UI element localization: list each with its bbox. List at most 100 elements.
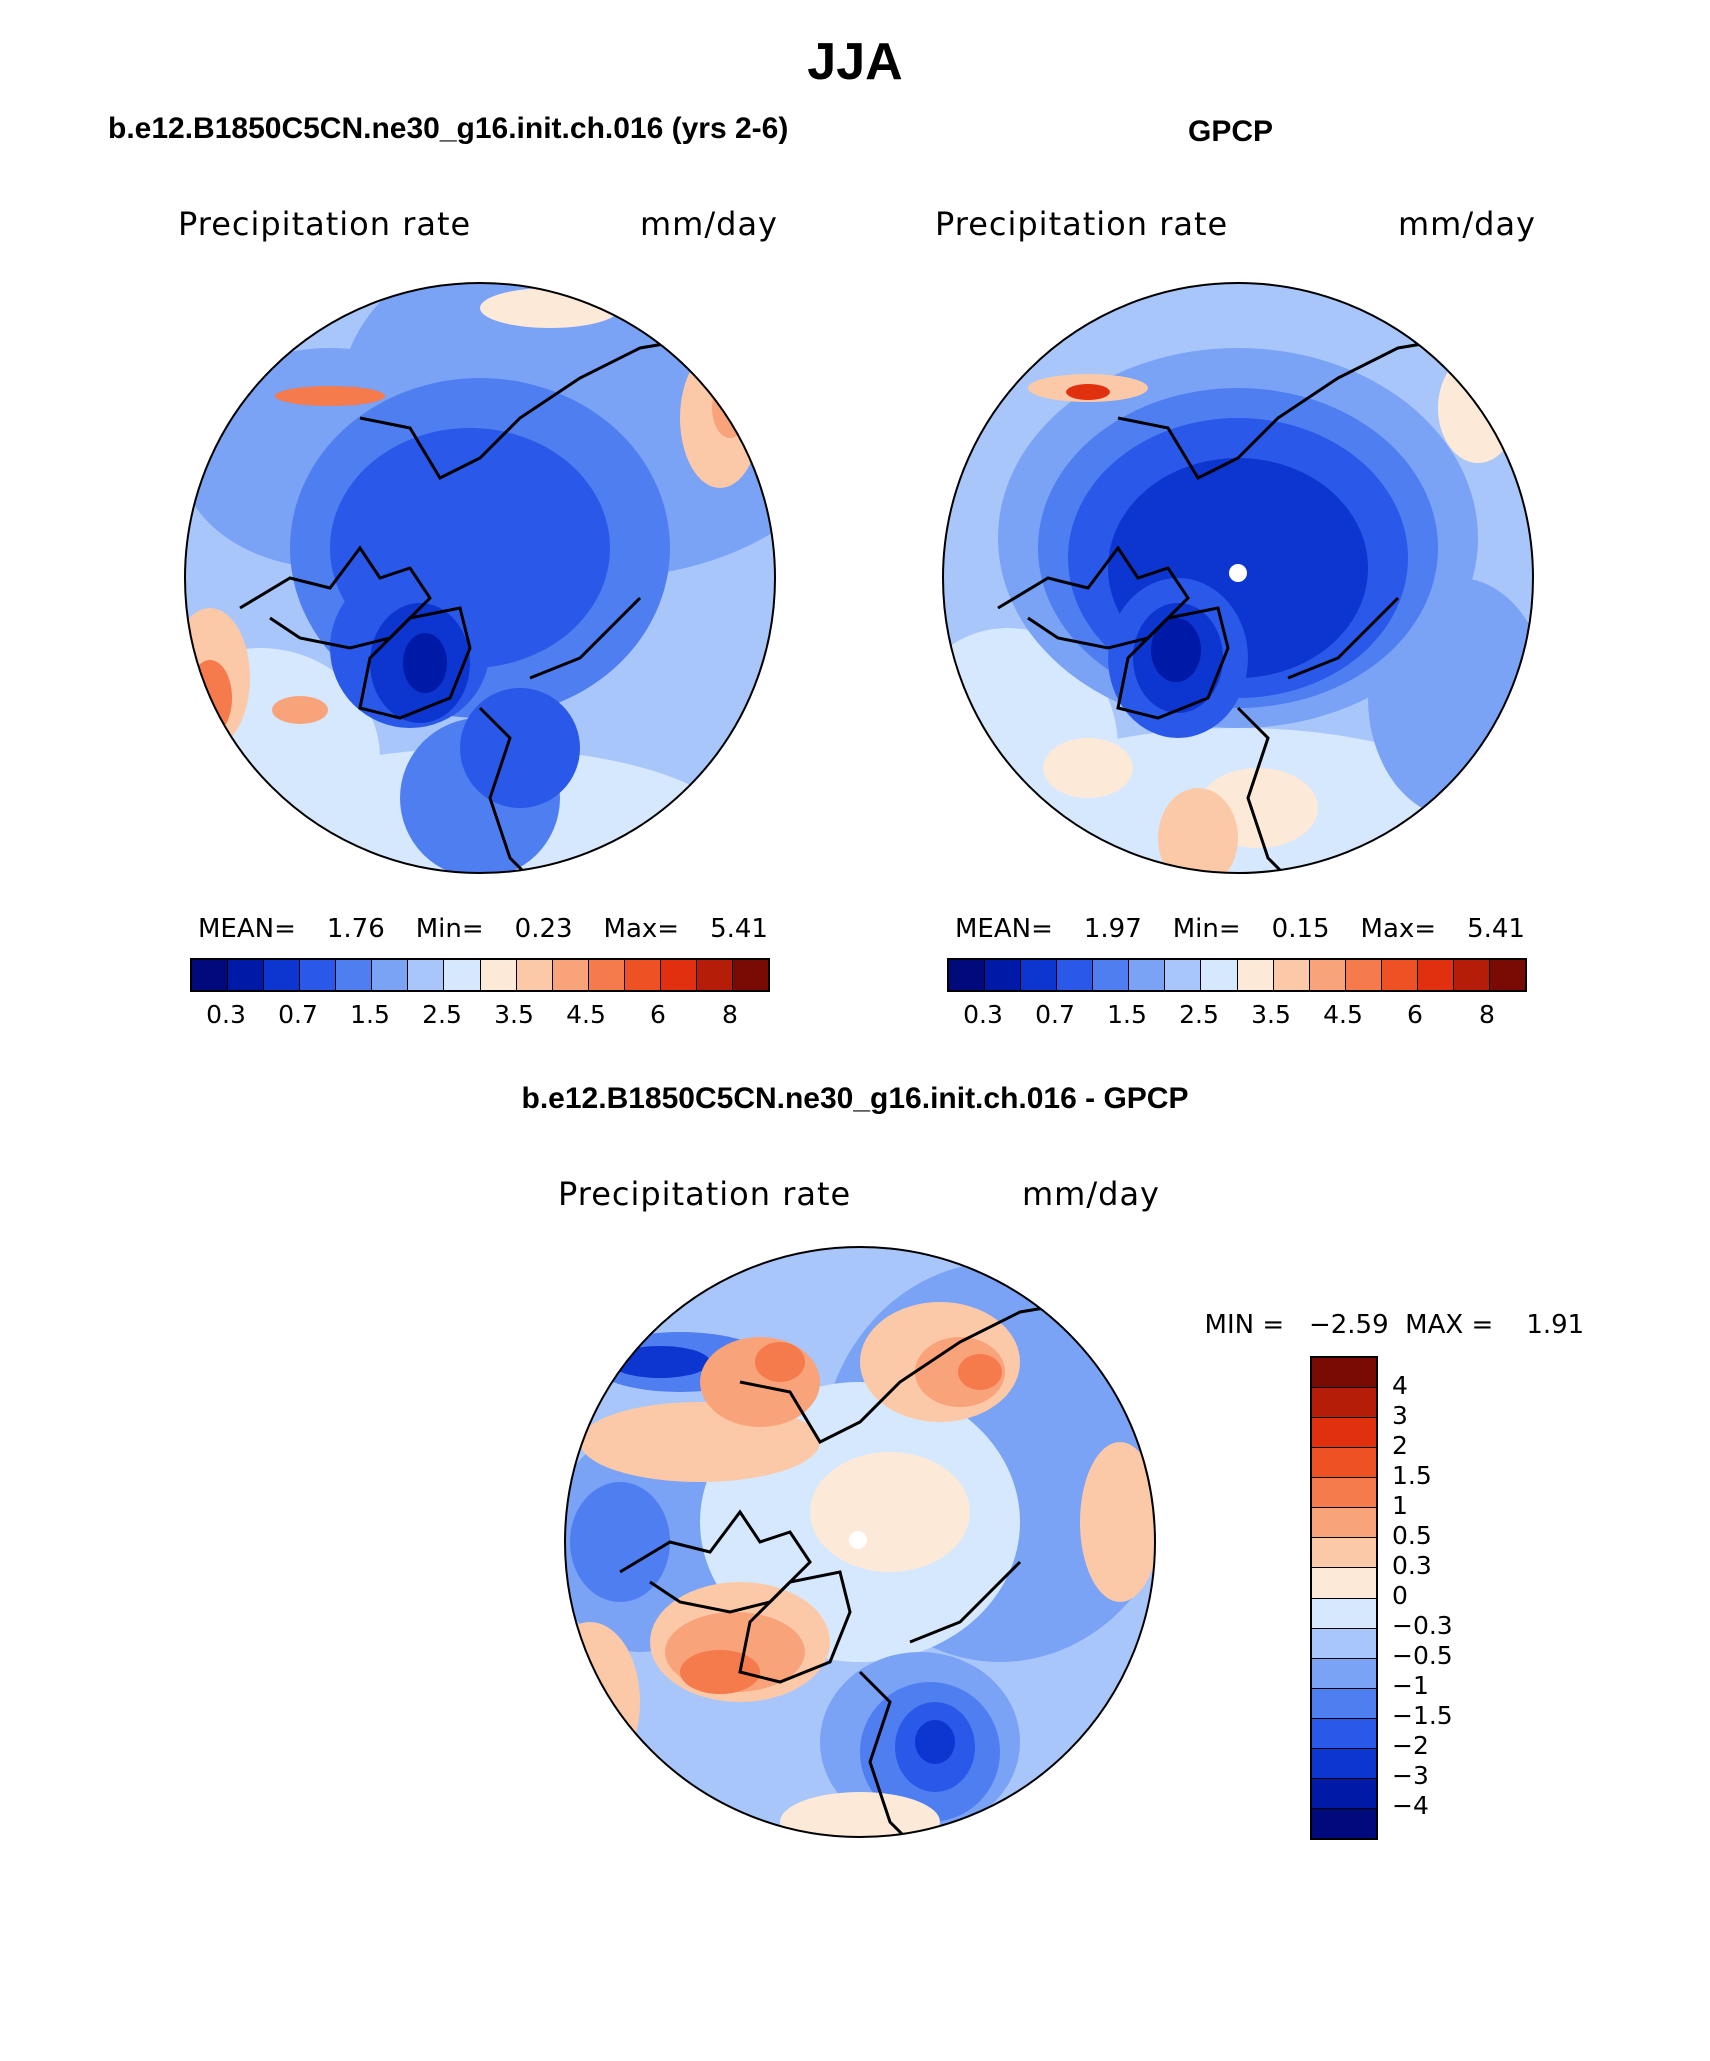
colorbar-tick-label: 3.5 bbox=[1251, 1000, 1291, 1029]
colorbar-tick-label: 3.5 bbox=[494, 1000, 534, 1029]
panel-3-variable-label: Precipitation rate bbox=[558, 1175, 852, 1213]
colorbar-swatch bbox=[444, 960, 481, 990]
colorbar-swatch bbox=[1312, 1478, 1376, 1509]
colorbar-tick-label: −0.5 bbox=[1392, 1641, 1453, 1670]
colorbar-tick-label: −1 bbox=[1392, 1671, 1429, 1700]
panel-1-stats: MEAN= 1.76 Min= 0.23 Max= 5.41 bbox=[198, 914, 768, 944]
colorbar-tick-label: 0 bbox=[1392, 1581, 1408, 1610]
panel-1-max-label: Max= bbox=[603, 914, 680, 944]
colorbar-swatch bbox=[1021, 960, 1058, 990]
panel-3-max-value: 1.91 bbox=[1526, 1310, 1585, 1340]
colorbar-swatch bbox=[696, 960, 733, 990]
colorbar-tick-label: 1.5 bbox=[1392, 1461, 1432, 1490]
colorbar-swatch bbox=[949, 960, 986, 990]
panel-3-min-value: −2.59 bbox=[1308, 1310, 1389, 1340]
colorbar-swatch bbox=[1312, 1418, 1376, 1449]
colorbar-tick-label: 0.7 bbox=[278, 1000, 318, 1029]
panel-1-colorbar-ticks: 0.3 0.7 1.5 2.5 3.5 4.5 6 8 bbox=[190, 1000, 770, 1030]
colorbar-tick-label: 8 bbox=[1479, 1000, 1495, 1029]
panel-1-polar-map bbox=[184, 282, 776, 874]
panel-2-polar-map bbox=[942, 282, 1534, 874]
colorbar-swatch bbox=[1165, 960, 1202, 990]
colorbar-swatch bbox=[1312, 1628, 1376, 1659]
colorbar-swatch bbox=[985, 960, 1022, 990]
colorbar-swatch bbox=[372, 960, 409, 990]
panel-2-min-value: 0.15 bbox=[1271, 914, 1330, 944]
colorbar-swatch bbox=[1312, 1358, 1376, 1389]
panel-3-colorbar bbox=[1310, 1356, 1378, 1840]
colorbar-tick-label: 0.3 bbox=[963, 1000, 1003, 1029]
colorbar-swatch bbox=[1312, 1538, 1376, 1569]
colorbar-swatch bbox=[1057, 960, 1094, 990]
panel-2-colorbar-ticks: 0.3 0.7 1.5 2.5 3.5 4.5 6 8 bbox=[947, 1000, 1527, 1030]
colorbar-tick-label: 1 bbox=[1392, 1491, 1408, 1520]
colorbar-swatch bbox=[1237, 960, 1274, 990]
colorbar-tick-label: 6 bbox=[650, 1000, 666, 1029]
panel-1-min-label: Min= bbox=[415, 914, 484, 944]
colorbar-swatch bbox=[1309, 960, 1346, 990]
panel-3-colorbar-ticks: 4 3 2 1.5 1 0.5 0.3 0 −0.3 −0.5 −1 −1.5 −2 −3 −4 bbox=[1392, 1356, 1482, 1836]
colorbar-swatch bbox=[1312, 1778, 1376, 1809]
colorbar-swatch bbox=[336, 960, 373, 990]
colorbar-tick-label: 3 bbox=[1392, 1401, 1408, 1430]
colorbar-swatch bbox=[1417, 960, 1454, 990]
panel-2-variable-label: Precipitation rate bbox=[935, 205, 1229, 243]
panel-3-units-label: mm/day bbox=[1022, 1175, 1160, 1213]
colorbar-tick-label: 0.7 bbox=[1035, 1000, 1075, 1029]
colorbar-swatch bbox=[300, 960, 337, 990]
colorbar-tick-label: 0.3 bbox=[206, 1000, 246, 1029]
colorbar-tick-label: 8 bbox=[722, 1000, 738, 1029]
colorbar-swatch bbox=[192, 960, 229, 990]
colorbar-swatch bbox=[1312, 1718, 1376, 1749]
panel-1-colorbar bbox=[190, 958, 770, 992]
colorbar-tick-label: 4 bbox=[1392, 1371, 1408, 1400]
colorbar-swatch bbox=[1381, 960, 1418, 990]
colorbar-swatch bbox=[1093, 960, 1130, 990]
colorbar-swatch bbox=[1312, 1508, 1376, 1539]
panel-1-mean-value: 1.76 bbox=[326, 914, 385, 944]
colorbar-swatch bbox=[228, 960, 265, 990]
colorbar-tick-label: 1.5 bbox=[1107, 1000, 1147, 1029]
colorbar-tick-label: 2.5 bbox=[422, 1000, 462, 1029]
colorbar-swatch bbox=[516, 960, 553, 990]
colorbar-tick-label: −2 bbox=[1392, 1731, 1429, 1760]
colorbar-tick-label: 6 bbox=[1407, 1000, 1423, 1029]
colorbar-swatch bbox=[1312, 1658, 1376, 1689]
figure-title: JJA bbox=[807, 33, 903, 91]
colorbar-swatch bbox=[1312, 1598, 1376, 1629]
colorbar-swatch bbox=[1312, 1688, 1376, 1719]
colorbar-tick-label: −3 bbox=[1392, 1761, 1429, 1790]
colorbar-swatch bbox=[480, 960, 517, 990]
panel-2-min-label: Min= bbox=[1172, 914, 1241, 944]
colorbar-swatch bbox=[732, 960, 768, 990]
panel-2-mean-value: 1.97 bbox=[1083, 914, 1142, 944]
colorbar-tick-label: 2 bbox=[1392, 1431, 1408, 1460]
colorbar-swatch bbox=[1312, 1388, 1376, 1419]
panel-2-units-label: mm/day bbox=[1398, 205, 1536, 243]
panel-3-case-title: b.e12.B1850C5CN.ne30_g16.init.ch.016 - G… bbox=[521, 1082, 1189, 1115]
colorbar-swatch bbox=[552, 960, 589, 990]
colorbar-tick-label: −0.3 bbox=[1392, 1611, 1453, 1640]
colorbar-swatch bbox=[1312, 1568, 1376, 1599]
colorbar-tick-label: 2.5 bbox=[1179, 1000, 1219, 1029]
colorbar-swatch bbox=[660, 960, 697, 990]
colorbar-swatch bbox=[588, 960, 625, 990]
colorbar-tick-label: 0.5 bbox=[1392, 1521, 1432, 1550]
panel-3-min-label: MIN = bbox=[1204, 1310, 1285, 1340]
colorbar-tick-label: −1.5 bbox=[1392, 1701, 1453, 1730]
colorbar-swatch bbox=[624, 960, 661, 990]
colorbar-tick-label: 4.5 bbox=[566, 1000, 606, 1029]
colorbar-swatch bbox=[1312, 1748, 1376, 1779]
colorbar-tick-label: −4 bbox=[1392, 1791, 1429, 1820]
panel-2-colorbar bbox=[947, 958, 1527, 992]
colorbar-swatch bbox=[1201, 960, 1238, 990]
panel-2-mean-label: MEAN= bbox=[955, 914, 1053, 944]
colorbar-swatch bbox=[1453, 960, 1490, 990]
panel-1-case-title: b.e12.B1850C5CN.ne30_g16.init.ch.016 (yr… bbox=[108, 112, 789, 145]
panel-1-max-value: 5.41 bbox=[710, 914, 768, 944]
panel-3-polar-map bbox=[564, 1246, 1156, 1838]
panel-3-max-label: MAX = bbox=[1405, 1310, 1494, 1340]
colorbar-swatch bbox=[1273, 960, 1310, 990]
panel-1-units-label: mm/day bbox=[640, 205, 778, 243]
panel-2-max-value: 5.41 bbox=[1467, 914, 1525, 944]
